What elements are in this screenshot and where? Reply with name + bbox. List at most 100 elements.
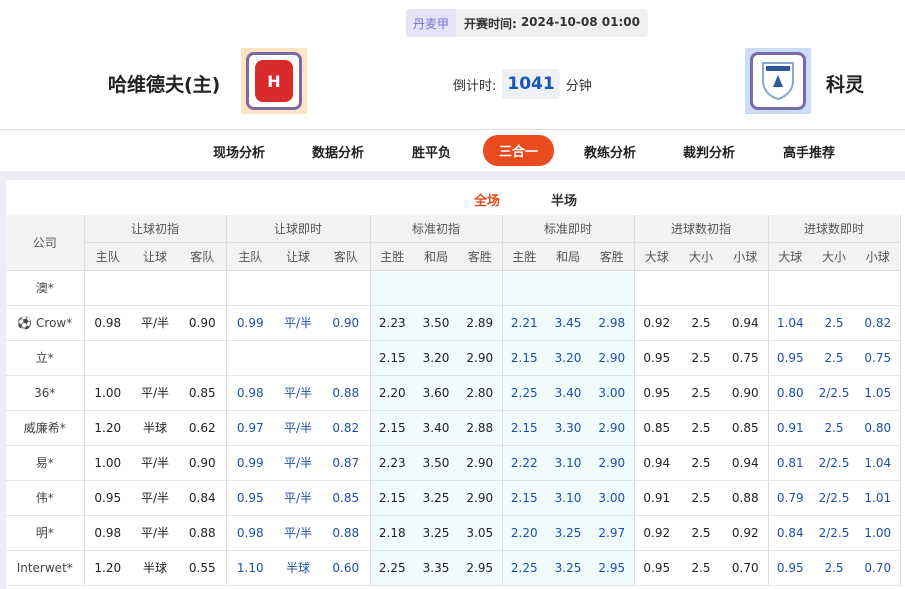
- company-name: 明*: [35, 526, 54, 540]
- odds-cell: 0.82: [322, 410, 371, 446]
- tab-half-time[interactable]: 半场: [551, 194, 578, 209]
- odds-cell: 2.15: [502, 410, 546, 446]
- company-name: 立*: [35, 351, 54, 365]
- league-badge[interactable]: 丹麦甲: [406, 9, 457, 37]
- odds-cell: [84, 340, 131, 376]
- odds-table: 公司 让球初指 让球即时 标准初指 标准即时 进球数初指 进球数即时 主队 让球 客队 主队 让球…: [6, 215, 901, 586]
- odds-cell: 0.95: [634, 550, 679, 586]
- odds-cell: 0.81: [768, 445, 812, 481]
- countdown: 倒计时: 1041 分钟: [453, 69, 592, 99]
- odds-cell: 2.18: [370, 515, 414, 551]
- table-row[interactable]: 36* 1.00 平/半 0.85 0.98 平/半 0.88 2.20 3.60 2.80 2.2…: [6, 375, 901, 411]
- odds-cell: 2.5: [679, 340, 723, 376]
- table-row[interactable]: 明* 0.98 平/半 0.88 0.98 平/半 0.88 2.18 3.25 3.05 2.20…: [6, 515, 901, 551]
- odds-cell: [274, 340, 322, 376]
- odds-cell: 平/半: [274, 305, 322, 341]
- odds-cell: 0.95: [84, 480, 131, 516]
- odds-cell: 0.90: [322, 305, 371, 341]
- odds-cell: 2.90: [458, 480, 503, 516]
- tab-full-time[interactable]: 全场: [474, 190, 501, 217]
- table-row[interactable]: 易* 1.00 平/半 0.90 0.99 平/半 0.87 2.23 3.50 2.90 2.22…: [6, 445, 901, 481]
- odds-cell: [131, 270, 179, 306]
- odds-cell: [458, 270, 503, 306]
- odds-cell: 2.23: [370, 445, 414, 481]
- table-row[interactable]: 澳*: [6, 270, 901, 306]
- odds-cell: 2/2.5: [812, 515, 856, 551]
- odds-cell: 2.15: [502, 340, 546, 376]
- nav-data-analysis[interactable]: 数据分析: [312, 146, 365, 161]
- odds-cell: 3.40: [414, 410, 458, 446]
- home-team-name[interactable]: 哈维德夫(主): [108, 74, 221, 96]
- odds-cell: 2.25: [370, 550, 414, 586]
- odds-cell: 0.98: [226, 515, 274, 551]
- odds-cell: 2.90: [590, 445, 635, 481]
- nav-expert-picks[interactable]: 高手推荐: [783, 146, 836, 161]
- home-team-logo[interactable]: H: [241, 48, 307, 114]
- odds-cell: 0.95: [768, 550, 812, 586]
- odds-cell: 2.5: [679, 445, 723, 481]
- odds-cell: [590, 270, 635, 306]
- odds-cell: 1.20: [84, 410, 131, 446]
- odds-cell: 1.10: [226, 550, 274, 586]
- odds-cell: [856, 270, 901, 306]
- sub-header: 大球: [634, 242, 679, 271]
- company-cell[interactable]: ⚽ Crow*: [6, 305, 85, 341]
- hf-crest-icon: H: [255, 60, 293, 102]
- company-cell[interactable]: 易*: [6, 445, 85, 481]
- away-team-name[interactable]: 科灵: [826, 74, 865, 96]
- table-row[interactable]: ⚽ Crow* 0.98 平/半 0.90 0.99 平/半 0.90 2.23 3.50 2.8…: [6, 305, 901, 341]
- odds-cell: 2.95: [458, 550, 503, 586]
- odds-cell: 2.20: [502, 515, 546, 551]
- company-cell[interactable]: Interwet*: [6, 550, 85, 586]
- nav-referee-analysis[interactable]: 裁判分析: [683, 146, 736, 161]
- odds-cell: 平/半: [274, 375, 322, 411]
- odds-cell: 2.90: [458, 340, 503, 376]
- odds-cell: 2.5: [679, 480, 723, 516]
- company-cell[interactable]: 明*: [6, 515, 85, 551]
- company-cell[interactable]: 威廉希*: [6, 410, 85, 446]
- odds-cell: 半球: [131, 550, 179, 586]
- table-row[interactable]: Interwet* 1.20 半球 0.55 1.10 半球 0.60 2.25 3.35 2.9…: [6, 550, 901, 586]
- odds-cell: 3.30: [546, 410, 590, 446]
- odds-cell: 0.88: [322, 375, 371, 411]
- nav-live-analysis[interactable]: 现场分析: [213, 146, 266, 161]
- odds-cell: 1.04: [768, 305, 812, 341]
- odds-cell: 2.98: [590, 305, 635, 341]
- odds-cell: 0.85: [179, 375, 227, 411]
- odds-cell: 0.60: [322, 550, 371, 586]
- company-cell[interactable]: 立*: [6, 340, 85, 376]
- odds-cell: 3.50: [414, 445, 458, 481]
- away-team-logo[interactable]: [745, 48, 811, 114]
- odds-cell: 3.25: [414, 480, 458, 516]
- sub-header: 大小: [812, 242, 856, 271]
- odds-cell: 2.22: [502, 445, 546, 481]
- odds-cell: 0.95: [226, 480, 274, 516]
- odds-cell: 2.5: [679, 410, 723, 446]
- odds-cell: 平/半: [274, 480, 322, 516]
- odds-cell: 1.00: [84, 375, 131, 411]
- odds-cell: 0.75: [856, 340, 901, 376]
- odds-cell: [723, 270, 769, 306]
- table-row[interactable]: 伟* 0.95 平/半 0.84 0.95 平/半 0.85 2.15 3.25 2.90 2.15…: [6, 480, 901, 516]
- odds-cell: 2.5: [812, 340, 856, 376]
- odds-cell: 2.23: [370, 305, 414, 341]
- countdown-unit: 分钟: [565, 78, 592, 94]
- table-row[interactable]: 立* 2.15 3.20 2.90 2.15 3.20 2.90 0.95 2.5 0.75 0.9…: [6, 340, 901, 376]
- table-row[interactable]: 威廉希* 1.20 半球 0.62 0.97 平/半 0.82 2.15 3.40 2.88 2.1…: [6, 410, 901, 446]
- odds-cell: 平/半: [131, 305, 179, 341]
- odds-cell: [322, 270, 371, 306]
- company-cell[interactable]: 澳*: [6, 270, 85, 306]
- odds-cell: [768, 270, 812, 306]
- nav-win-draw-lose[interactable]: 胜平负: [412, 146, 452, 161]
- nav-three-in-one[interactable]: 三合一: [483, 135, 555, 166]
- company-header: 公司: [6, 215, 85, 271]
- sub-header: 和局: [546, 242, 590, 271]
- odds-cell: [414, 270, 458, 306]
- company-cell[interactable]: 36*: [6, 375, 85, 411]
- odds-cell: 3.60: [414, 375, 458, 411]
- company-cell[interactable]: 伟*: [6, 480, 85, 516]
- odds-cell: 0.80: [768, 375, 812, 411]
- odds-cell: 2.15: [370, 340, 414, 376]
- odds-cell: 2.90: [590, 410, 635, 446]
- nav-coach-analysis[interactable]: 教练分析: [584, 146, 637, 161]
